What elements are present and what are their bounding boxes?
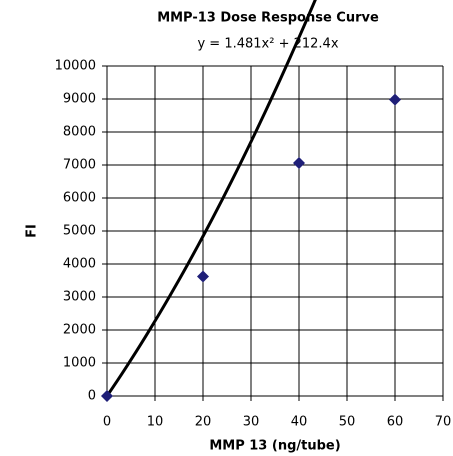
y-tick-label: 1000 bbox=[63, 356, 96, 371]
x-tick-label: 0 bbox=[103, 415, 111, 430]
y-tick-label: 5000 bbox=[63, 224, 96, 239]
x-tick-label: 40 bbox=[291, 415, 308, 430]
y-tick-label: 10000 bbox=[55, 59, 96, 74]
x-tick-label: 20 bbox=[195, 415, 212, 430]
data-point bbox=[293, 157, 305, 170]
x-tick-label: 70 bbox=[435, 415, 452, 430]
trendline-equation: y = 1.481x² + 212.4x bbox=[197, 37, 338, 52]
trendline bbox=[105, 0, 317, 397]
x-axis-label: MMP 13 (ng/tube) bbox=[209, 439, 340, 454]
x-tick-label: 10 bbox=[147, 415, 164, 430]
y-tick-label: 0 bbox=[88, 389, 96, 404]
y-tick-label: 7000 bbox=[63, 158, 96, 173]
y-tick-label: 6000 bbox=[63, 191, 96, 206]
y-tick-label: 3000 bbox=[63, 290, 96, 305]
x-tick-label: 60 bbox=[387, 415, 404, 430]
x-tick-label: 50 bbox=[339, 415, 356, 430]
y-tick-label: 8000 bbox=[63, 125, 96, 140]
chart-title: MMP-13 Dose Response Curve bbox=[157, 11, 379, 26]
data-point bbox=[389, 93, 401, 106]
y-tick-label: 2000 bbox=[63, 323, 96, 338]
y-axis-label: FI bbox=[25, 224, 40, 238]
data-point bbox=[101, 390, 113, 402]
y-tick-label: 4000 bbox=[63, 257, 96, 272]
x-tick-label: 30 bbox=[243, 415, 260, 430]
y-tick-label: 9000 bbox=[63, 92, 96, 107]
data-point bbox=[197, 270, 209, 283]
